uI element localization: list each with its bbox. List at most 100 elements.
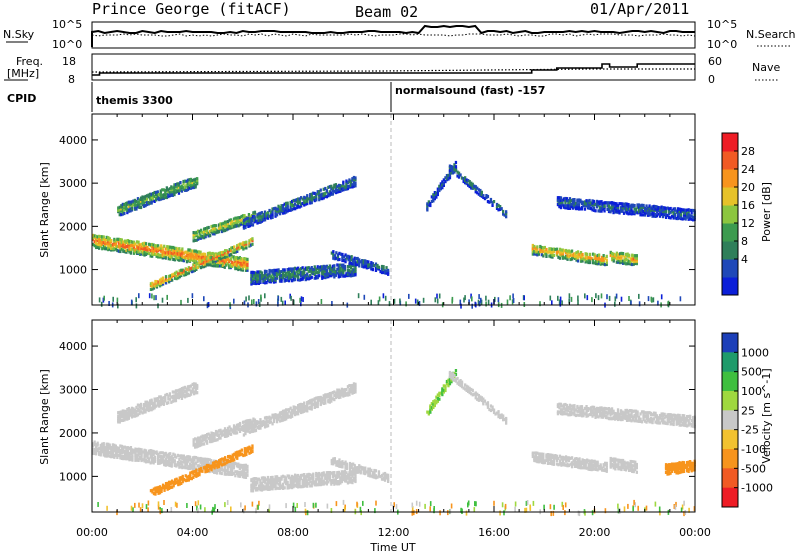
power-cell-11-57-0: [642, 213, 645, 217]
velocity-cell-5-19-2: [278, 483, 282, 487]
power-cell-11-42-1: [619, 209, 623, 213]
velocity-cell-1-25-1: [155, 404, 158, 408]
velocity-cell-1-8-4: [129, 408, 132, 412]
power-cell-11-81-4: [678, 209, 681, 213]
power-cell-11-56-2: [640, 210, 644, 214]
power-cell-1-25-2: [155, 195, 158, 200]
power-cell-11-68-3: [659, 209, 662, 214]
velocity-cell-5-15-1: [272, 484, 276, 488]
power-cell-11-6-1: [565, 204, 569, 208]
power-cell-4-33-2: [292, 203, 295, 208]
power-cell-5-60-1: [340, 273, 343, 277]
velocity-cell-0-46-6: [161, 451, 164, 455]
power-cell-0-11-0: [108, 247, 111, 251]
velocity-cell-2-3-1: [154, 491, 157, 495]
power-cell-2-44-2: [216, 255, 219, 259]
power-cell-0-40-3: [152, 249, 155, 253]
velocity-cell-0-66-6: [191, 456, 195, 460]
velocity-cell-3-16-0: [216, 438, 219, 442]
power-cell-2-24-0: [186, 272, 189, 276]
power-cell-2-56-0: [234, 250, 237, 254]
power-cell-5-50-3: [325, 270, 328, 274]
velocity-cell-4-27-1: [283, 415, 286, 419]
power-cell-0-100-5: [243, 258, 246, 262]
velocity-cell-4-27-0: [283, 417, 286, 422]
power-cell-8-26-0: [488, 200, 491, 204]
power-cell-9-6-2: [540, 250, 543, 254]
power-cell-7-17-3: [451, 165, 455, 169]
velocity-cell-5-9-1: [263, 485, 267, 489]
power-cell-1-29-1: [161, 196, 164, 200]
velocity-cell-0-24-6: [128, 446, 131, 450]
power-cell-11-87-0: [687, 217, 690, 221]
power-cell-8-14-1: [470, 183, 473, 187]
velocity-cell-2-36-0: [204, 470, 207, 474]
velocity-cell-0-44-6: [158, 451, 161, 455]
velocity-cell-4-73-2: [352, 386, 356, 390]
power-cell-5-60-4: [340, 267, 343, 271]
power-cell-9-46-0: [601, 261, 604, 266]
velocity-cell-6-8-2: [342, 461, 346, 466]
power-cell-9-14-4: [552, 247, 556, 251]
power-cell-11-3-3: [561, 200, 564, 204]
velocity-cell-5-2-5: [253, 479, 256, 483]
power-cell-7-9-3: [439, 182, 442, 186]
velocity-cell-3-27-4: [232, 424, 236, 428]
velocity-cell-8-3-0: [453, 378, 456, 382]
power-cell-11-62-3: [649, 209, 653, 213]
power-cell-11-63-2: [651, 210, 654, 214]
velocity-cell-5-45-4: [318, 475, 321, 479]
power-cell-2-59-3: [239, 242, 242, 246]
power-cell-6-24-1: [367, 264, 370, 268]
power-cell-0-30-1: [137, 250, 140, 254]
power-cell-3-34-4: [243, 214, 246, 218]
velocity-cell-4-58-4: [330, 391, 333, 395]
velocity-cell-5-56-4: [334, 474, 337, 478]
velocity-cell-8-1-2: [450, 372, 453, 376]
velocity-cell-2-53-2: [230, 455, 233, 459]
power-cell-9-32-2: [579, 255, 583, 259]
velocity-cell-0-60-6: [182, 454, 185, 458]
power-cell-4-53-4: [322, 187, 325, 191]
power-cell-3-27-2: [232, 222, 236, 226]
velocity-cell-7-10-0: [441, 393, 444, 397]
power-cell-2-21-3: [181, 268, 184, 272]
power-cell-5-13-3: [269, 275, 273, 279]
velocity-cell-6-6-2: [339, 461, 343, 465]
velocity-cell-6-1-3: [332, 457, 335, 461]
power-cell-5-9-6: [263, 269, 267, 273]
power-cell-0-7-6: [102, 235, 105, 239]
velocity-cell-6-35-0: [383, 478, 387, 482]
power-cell-0-5-1: [99, 244, 102, 248]
power-cell-5-41-4: [312, 270, 315, 274]
power-cell-9-13-0: [551, 255, 554, 259]
power-cell-10-17-2: [635, 259, 638, 263]
velocity-cell-2-62-2: [243, 449, 246, 453]
velocity-cell-1-0-3: [117, 414, 120, 418]
velocity-cell-3-6-0: [201, 442, 204, 446]
power-ground-cell-70: [253, 299, 255, 304]
velocity-cell-8-13-1: [468, 389, 471, 393]
power-cell-4-59-3: [331, 186, 334, 190]
power-cell-2-17-1: [175, 274, 178, 279]
power-cell-5-41-3: [312, 271, 315, 275]
velocity-cell-1-29-1: [161, 401, 164, 405]
velocity-cell-3-36-4: [246, 419, 249, 423]
velocity-cell-1-52-0: [196, 391, 199, 395]
power-cell-6-20-1: [361, 262, 364, 266]
power-cell-9-42-3: [595, 255, 598, 259]
power-cell-0-29-1: [135, 250, 139, 254]
power-cell-9-21-0: [563, 256, 566, 260]
power-cell-5-62-4: [343, 266, 347, 270]
velocity-cell-1-51-1: [194, 389, 197, 393]
velocity-cell-5-47-0: [321, 482, 324, 486]
power-cell-11-90-1: [692, 215, 695, 220]
power-cell-4-13-1: [262, 217, 265, 221]
velocity-cell-0-68-6: [194, 456, 198, 460]
power-cell-0-95-2: [235, 263, 238, 268]
velocity-cell-0-11-0: [108, 454, 111, 458]
power-cell-11-2-0: [559, 206, 563, 210]
velocity-cell-6-6-0: [339, 464, 343, 469]
power-cell-2-37-3: [205, 257, 209, 261]
power-cell-11-18-3: [583, 202, 587, 206]
